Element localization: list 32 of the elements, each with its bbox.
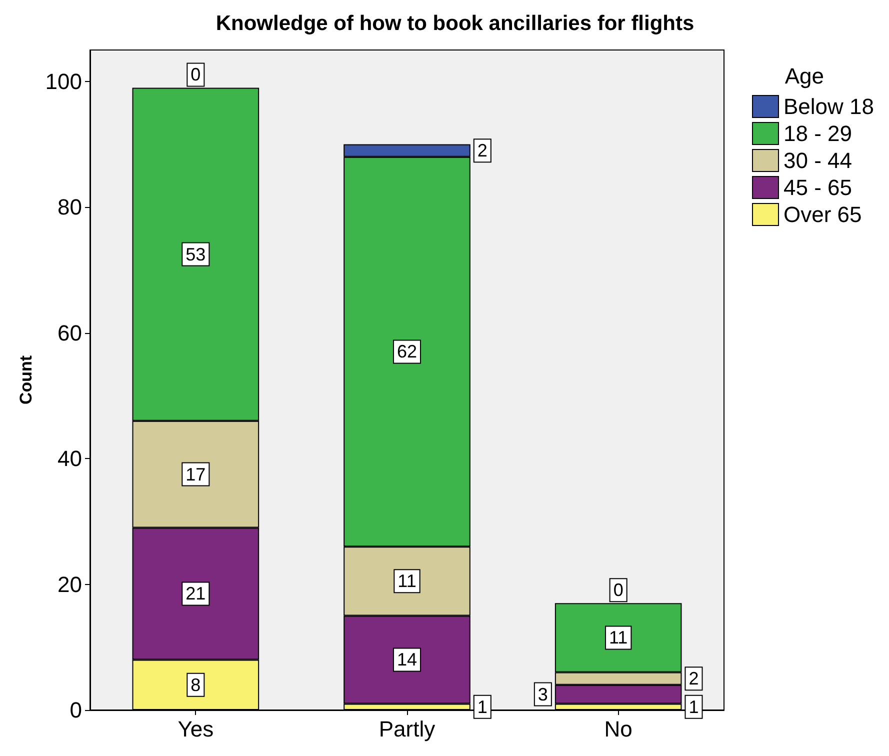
data-label: 17 <box>186 464 206 484</box>
data-label: 3 <box>538 684 548 704</box>
y-tick-label: 20 <box>58 572 82 597</box>
data-label: 8 <box>190 674 201 695</box>
legend-label: 45 - 65 <box>783 175 852 200</box>
y-tick-label: 0 <box>70 698 82 722</box>
y-tick-label: 60 <box>58 320 82 346</box>
data-label: 0 <box>190 64 201 85</box>
y-axis-title: Count <box>16 355 36 405</box>
data-label: 2 <box>477 140 488 161</box>
legend-label: Over 65 <box>783 202 862 227</box>
data-label: 1 <box>688 696 699 717</box>
data-label: 11 <box>608 628 628 648</box>
data-label: 53 <box>186 244 206 264</box>
y-tick-label: 80 <box>58 194 82 220</box>
chart-title: Knowledge of how to book ancillaries for flights <box>216 12 694 35</box>
x-tick-label: Partly <box>378 716 436 742</box>
legend-label: 30 - 44 <box>783 148 852 173</box>
data-label: 2 <box>688 668 699 689</box>
data-label: 1 <box>477 696 488 717</box>
data-label: 21 <box>186 584 206 604</box>
legend-label: Below 18 <box>783 94 874 119</box>
y-tick-label: 100 <box>45 68 82 94</box>
legend-title: Age <box>784 64 824 88</box>
data-label: 62 <box>396 342 418 362</box>
data-label: 11 <box>398 571 416 592</box>
x-tick-label: Yes <box>178 716 214 742</box>
x-tick-label: No <box>604 716 632 742</box>
data-label: 0 <box>613 580 624 600</box>
y-tick-label: 40 <box>58 446 82 472</box>
legend-label: 18 - 29 <box>783 121 852 146</box>
data-label: 14 <box>396 650 418 670</box>
